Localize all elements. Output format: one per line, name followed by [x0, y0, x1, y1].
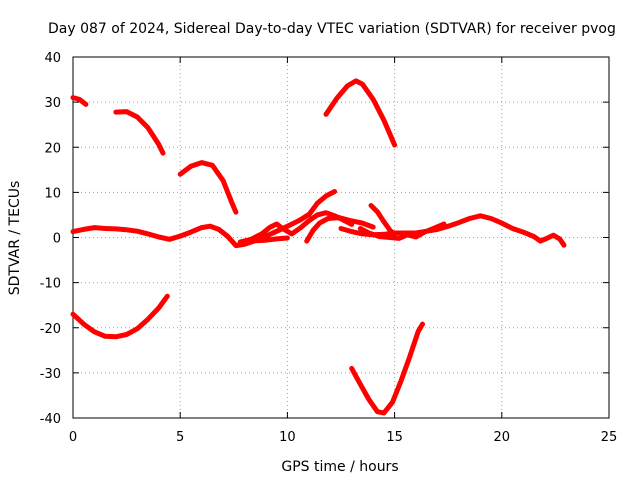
y-tick-label: 20 [44, 141, 61, 156]
y-tick-label: 10 [44, 186, 61, 201]
series-line-s4 [304, 215, 376, 244]
axis-ticks: 0 5 10 15 20 25 -40 -30 -20 -10 0 10 20 30 40 [40, 51, 618, 445]
series-line-s12 [323, 78, 398, 148]
chart-title: Day 087 of 2024, Sidereal Day-to-day VTE… [48, 21, 616, 37]
series-line-s6 [338, 213, 567, 248]
series-line-s1 [70, 223, 290, 249]
series-line-s5 [306, 189, 338, 218]
series-line-s3 [254, 212, 312, 241]
x-tick-label: 10 [279, 430, 296, 445]
x-tick-label: 25 [601, 430, 618, 445]
x-tick-label: 5 [176, 430, 184, 445]
x-tick-label: 20 [494, 430, 511, 445]
series-line-s9 [70, 95, 89, 107]
series-line-s11 [177, 160, 239, 215]
y-axis-title: SDTVAR / TECUs [7, 181, 23, 296]
x-tick-label: 0 [69, 430, 77, 445]
x-tick-label: 15 [386, 430, 403, 445]
y-tick-label: -40 [40, 412, 61, 427]
series-line-s8 [368, 203, 398, 237]
y-tick-label: -20 [40, 322, 61, 337]
grid [73, 57, 609, 418]
y-tick-label: -30 [40, 367, 61, 382]
x-axis-title: GPS time / hours [281, 459, 398, 475]
series-line-s7 [357, 221, 447, 241]
series-line-s14 [349, 321, 425, 416]
series-group [70, 78, 567, 416]
y-tick-label: -10 [40, 277, 61, 292]
series-line-s10 [113, 109, 166, 156]
y-tick-label: 0 [53, 232, 61, 247]
series-line-s2 [237, 210, 355, 245]
y-tick-label: 30 [44, 96, 61, 111]
y-tick-label: 40 [44, 51, 61, 66]
series-line-s13 [70, 293, 170, 340]
